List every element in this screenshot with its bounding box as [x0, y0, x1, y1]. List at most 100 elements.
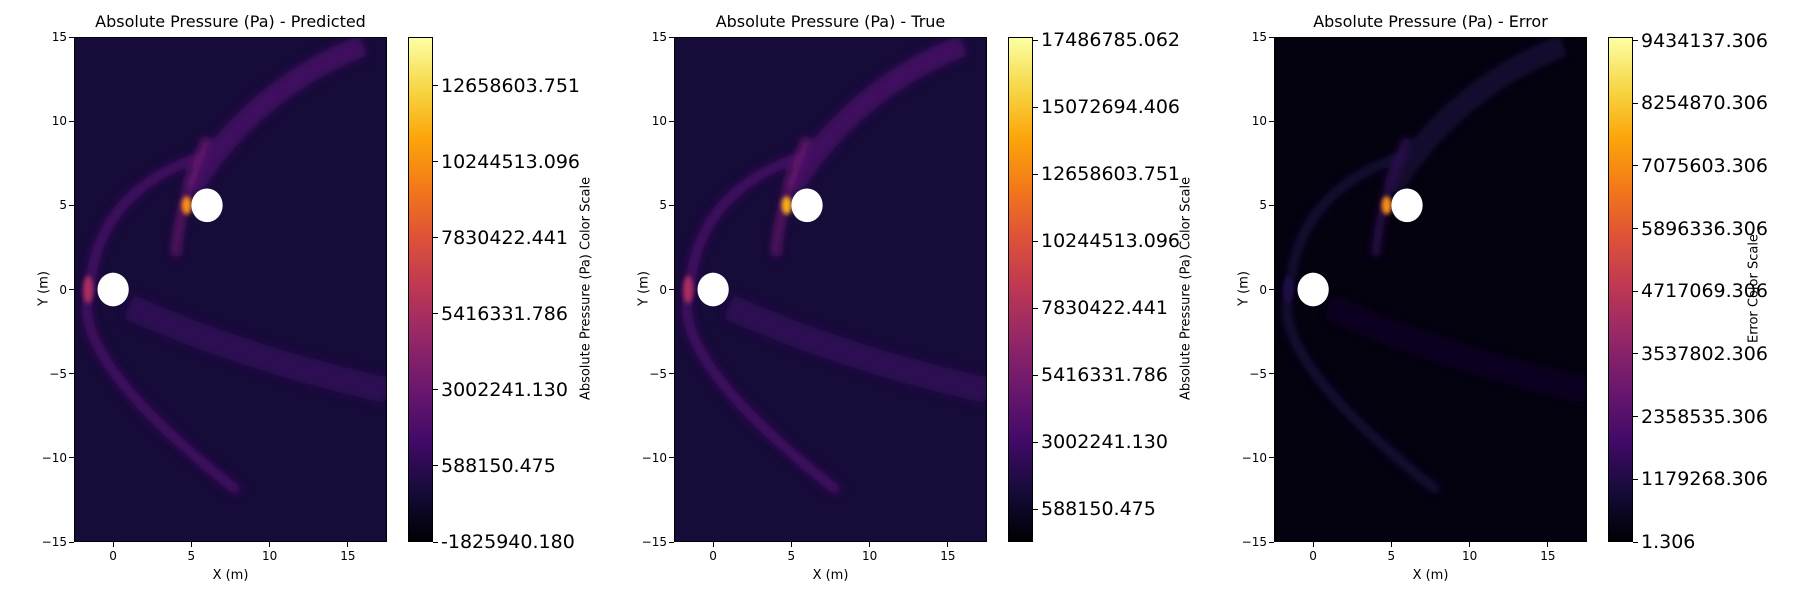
colorbar-tick-label: 1.306 — [1641, 531, 1696, 553]
x-tick-mark — [1390, 542, 1392, 547]
y-axis-label: Y (m) — [1236, 270, 1252, 306]
y-tick-label: 10 — [651, 114, 667, 129]
y-tick-mark — [1269, 36, 1274, 38]
x-tick-label: 10 — [1461, 549, 1478, 563]
x-tick-label: 5 — [787, 549, 796, 563]
colorbar-tick-label: 12658603.751 — [441, 74, 581, 97]
y-tick-label: 5 — [659, 198, 667, 213]
stagnation-hotspot-lower — [83, 275, 94, 304]
x-tick-label: 0 — [709, 549, 717, 563]
y-axis-label: Y (m) — [636, 270, 652, 306]
x-tick-label: 15 — [1540, 549, 1556, 563]
y-tick-label: 15 — [651, 30, 667, 44]
colorbar-tick-label: 5416331.786 — [441, 302, 568, 325]
colorbar-tick-mark — [433, 389, 438, 391]
colorbar — [1608, 37, 1633, 542]
x-tick-mark — [712, 542, 714, 547]
y-tick-label: −5 — [49, 366, 67, 381]
y-tick-mark — [69, 204, 74, 206]
x-tick-mark — [269, 542, 271, 547]
y-tick-label: 5 — [1259, 198, 1267, 213]
y-tick-mark — [669, 120, 674, 122]
colorbar-tick-mark — [1033, 441, 1038, 443]
x-axis-label: X (m) — [212, 568, 249, 583]
colorbar-tick-mark — [1633, 102, 1638, 104]
y-tick-label: −5 — [649, 366, 667, 381]
y-tick-label: 0 — [59, 282, 67, 297]
heatmap-area — [1274, 37, 1587, 542]
y-tick-mark — [69, 36, 74, 38]
colorbar-label: Error Color Scale — [1746, 233, 1762, 343]
colorbar-tick-mark — [1033, 173, 1038, 175]
colorbar-tick-mark — [433, 85, 438, 87]
heatmap-area — [74, 37, 387, 542]
y-tick-mark — [69, 289, 74, 290]
chart-panel-1: Absolute Pressure (Pa) - Predicted 0 5 10 15… — [0, 0, 600, 600]
x-tick-mark — [790, 542, 792, 547]
wake-band-lower — [723, 294, 987, 404]
y-tick-label: −10 — [41, 450, 67, 465]
stagnation-hotspot-upper — [1381, 196, 1392, 215]
y-tick-mark — [69, 541, 74, 543]
colorbar-tick-label: 12658603.751 — [1041, 163, 1181, 186]
chart-title: Absolute Pressure (Pa) - True — [715, 12, 946, 31]
colorbar-tick-label: 3537802.306 — [1641, 342, 1768, 365]
y-tick-mark — [1269, 373, 1274, 375]
colorbar-tick-mark — [1633, 165, 1638, 167]
colorbar-label: Absolute Pressure (Pa) Color Scale — [1178, 176, 1194, 400]
y-tick-label: −15 — [641, 535, 667, 549]
x-tick-label: 0 — [109, 549, 117, 563]
y-axis-label: Y (m) — [36, 270, 52, 306]
colorbar — [408, 37, 433, 542]
colorbar-tick-mark — [1033, 307, 1038, 309]
colorbar — [1008, 37, 1033, 542]
colorbar-tick-mark — [433, 237, 438, 239]
y-tick-mark — [69, 373, 74, 375]
y-tick-mark — [1269, 204, 1274, 206]
y-tick-mark — [1269, 457, 1274, 459]
colorbar-tick-label: 15072694.406 — [1041, 96, 1181, 119]
x-tick-label: 10 — [261, 549, 278, 563]
y-tick-label: −15 — [41, 535, 67, 549]
colorbar-tick-label: 10244513.096 — [1041, 230, 1181, 253]
x-axis-label: X (m) — [1412, 568, 1449, 583]
x-tick-mark — [947, 542, 949, 547]
colorbar-tick-mark — [1033, 508, 1038, 510]
colorbar-tick-label: 3002241.130 — [441, 378, 568, 401]
colorbar-tick-mark — [1633, 228, 1638, 230]
wake-band-upper — [182, 37, 368, 195]
y-tick-label: 10 — [1251, 114, 1267, 129]
x-tick-label: 5 — [1387, 549, 1396, 563]
cylinder-obstacle — [1297, 272, 1329, 307]
x-tick-mark — [112, 542, 114, 547]
x-tick-mark — [190, 542, 192, 547]
colorbar-tick-mark — [1033, 39, 1038, 41]
colorbar-tick-label: 4717069.306 — [1641, 280, 1768, 303]
colorbar-tick-mark — [1633, 40, 1638, 41]
y-tick-mark — [669, 457, 674, 459]
y-tick-mark — [669, 36, 674, 38]
chart-title: Absolute Pressure (Pa) - Predicted — [95, 12, 366, 31]
cylinder-obstacle — [791, 188, 823, 223]
y-tick-mark — [669, 289, 674, 290]
wake-band-upper — [782, 37, 968, 195]
x-tick-mark — [1469, 542, 1471, 547]
x-tick-label: 10 — [861, 549, 878, 563]
cylinder-obstacle — [697, 272, 729, 307]
colorbar-tick-label: 7830422.441 — [441, 226, 568, 249]
y-tick-label: 5 — [59, 198, 67, 213]
colorbar-tick-mark — [433, 313, 438, 315]
colorbar-tick-mark — [1633, 478, 1638, 480]
x-tick-label: 15 — [340, 549, 356, 563]
chart-panel-3: Absolute Pressure (Pa) - Error 0 5 10 15 −15 −… — [1200, 0, 1800, 600]
y-tick-mark — [1269, 541, 1274, 543]
pressure-field — [1274, 37, 1587, 542]
wake-band-lower — [1323, 294, 1587, 404]
stagnation-hotspot-lower — [1283, 275, 1294, 304]
stagnation-hotspot-upper — [181, 196, 192, 215]
colorbar-tick-mark — [1633, 290, 1638, 292]
pressure-field — [674, 37, 987, 542]
colorbar-tick-mark — [433, 541, 438, 543]
y-tick-label: −10 — [641, 450, 667, 465]
colorbar-tick-label: 5416331.786 — [1041, 364, 1168, 387]
